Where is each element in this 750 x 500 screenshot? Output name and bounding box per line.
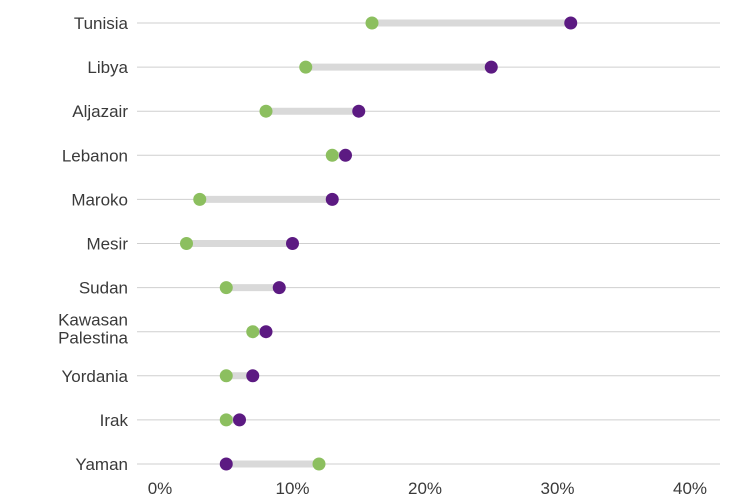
x-axis-ticks: 0% 10% 20% 30% 40% bbox=[148, 479, 707, 498]
category-label-libya: Libya bbox=[87, 58, 128, 77]
point-yordania-series-2 bbox=[246, 369, 260, 383]
x-tick-label: 0% bbox=[148, 479, 173, 498]
x-tick-label: 30% bbox=[540, 479, 574, 498]
point-kawasan-palestina-series-2 bbox=[259, 325, 273, 339]
point-tunisia-series-1 bbox=[365, 16, 379, 30]
category-label-line: Kawasan bbox=[58, 311, 128, 330]
category-label-aljazair: Aljazair bbox=[72, 102, 128, 121]
point-lebanon-series-2 bbox=[339, 148, 352, 162]
x-tick-label: 40% bbox=[673, 479, 707, 498]
category-label-tunisia: Tunisia bbox=[74, 14, 129, 33]
category-label-mesir: Mesir bbox=[86, 235, 128, 254]
point-libya-series-1 bbox=[299, 60, 313, 74]
category-label-sudan: Sudan bbox=[79, 279, 128, 298]
point-yaman-series-1 bbox=[312, 457, 326, 471]
point-irak-series-2 bbox=[233, 413, 246, 427]
point-irak-series-1 bbox=[219, 413, 233, 427]
category-labels: Tunisia Libya Aljazair Lebanon Maroko Mesir Su… bbox=[58, 14, 128, 474]
category-label-irak: Irak bbox=[100, 411, 129, 430]
point-aljazair-series-2 bbox=[352, 104, 366, 118]
category-label-kawasan-palestina: Kawasan Palestina bbox=[58, 311, 128, 348]
point-kawasan-palestina-series-1 bbox=[246, 325, 260, 339]
point-mesir-series-1 bbox=[180, 237, 193, 250]
point-maroko-series-2 bbox=[325, 192, 339, 206]
point-aljazair-series-1 bbox=[259, 104, 273, 118]
point-mesir-series-2 bbox=[286, 237, 299, 250]
x-tick-label: 20% bbox=[408, 479, 442, 498]
x-tick-label: 10% bbox=[275, 479, 309, 498]
category-label-yaman: Yaman bbox=[75, 455, 128, 474]
point-sudan-series-2 bbox=[272, 281, 286, 295]
category-label-line: Palestina bbox=[58, 329, 128, 348]
point-lebanon-series-1 bbox=[325, 148, 339, 162]
category-label-maroko: Maroko bbox=[71, 190, 128, 209]
point-sudan-series-1 bbox=[219, 281, 233, 295]
point-yaman-series-2 bbox=[219, 457, 233, 471]
connectors bbox=[186, 19, 571, 468]
category-label-lebanon: Lebanon bbox=[62, 146, 128, 165]
point-tunisia-series-2 bbox=[564, 16, 578, 30]
category-label-yordania: Yordania bbox=[62, 367, 129, 386]
data-points bbox=[180, 16, 578, 471]
point-maroko-series-1 bbox=[193, 192, 207, 206]
point-libya-series-2 bbox=[484, 60, 498, 74]
point-yordania-series-1 bbox=[219, 369, 233, 383]
